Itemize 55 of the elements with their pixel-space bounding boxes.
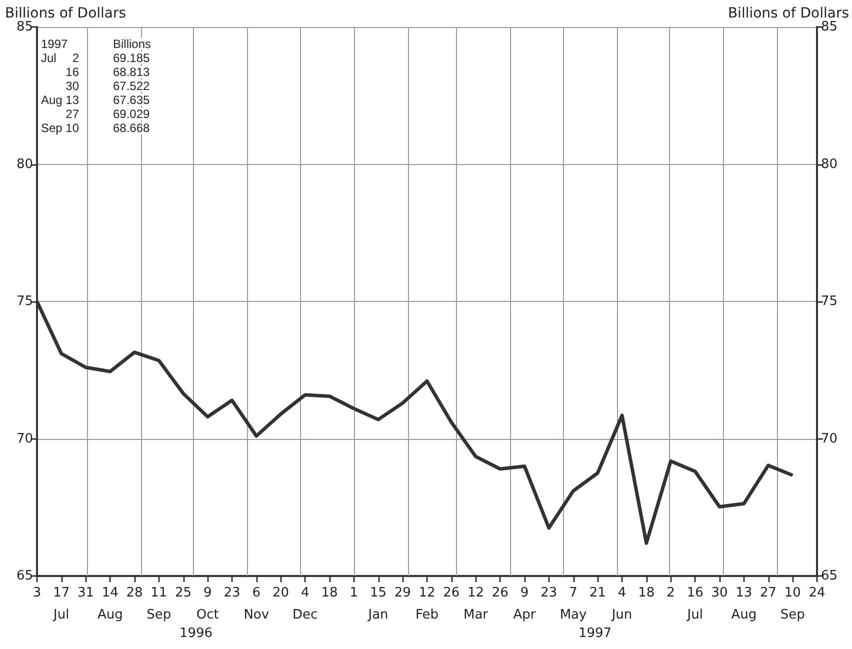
y2-tick-label: 80	[821, 156, 838, 172]
x-tick-label: 18	[321, 586, 338, 600]
text: Sep 10 68.668	[41, 121, 150, 135]
y-tick-label: 75	[16, 294, 33, 309]
x-tick-label: 12 Mar	[463, 586, 489, 622]
y2-tick-label: 65	[821, 568, 838, 584]
y-tick-label: 80	[16, 156, 33, 172]
x-tick-label: 15 Jan	[367, 586, 388, 622]
x-tick-label: 21	[589, 586, 606, 600]
x-tick-label: 31	[77, 586, 94, 600]
text: 1996	[179, 626, 213, 641]
x-tick-label: 24	[808, 586, 826, 600]
x-tick-label: 25	[174, 586, 192, 600]
x-tick-label: 30	[711, 586, 728, 600]
x-tick-label: 6 Nov	[244, 586, 270, 622]
y-tick-label: 85	[16, 20, 33, 34]
text: Jul 2 69.185	[41, 51, 150, 65]
text: 16 68.813	[66, 65, 150, 79]
y2-tick-label: 70	[821, 431, 838, 446]
x-tick-label: 2	[666, 586, 675, 600]
y-axis-title: Billions of Dollars	[5, 6, 126, 22]
x-tick-label: 27	[760, 586, 777, 600]
x-tick-label: 16 Jul	[686, 586, 704, 622]
x-tick-label: 10 Sep	[780, 586, 805, 622]
x-tick-label: 4 Dec	[292, 586, 318, 622]
x-tick-label: 12 Feb	[415, 586, 439, 622]
y-tick-label: 70	[16, 431, 33, 446]
x-tick-label: 7 May	[560, 586, 587, 622]
x-tick-label: 18	[638, 586, 655, 600]
y2-tick-label: 85	[821, 20, 838, 34]
x-tick-label: 26	[443, 586, 460, 600]
x-tick-label: 14 Aug	[97, 586, 123, 622]
text: Billions	[113, 37, 152, 51]
x-tick-label: 4 Jun	[610, 586, 632, 622]
x-tick-label: 13 Aug	[731, 586, 757, 622]
x-tick-label: 3	[32, 586, 42, 600]
y-tick-label: 65	[16, 568, 33, 584]
x-tick-label: 23	[224, 586, 240, 600]
x-tick-label: 29	[394, 586, 411, 600]
x-tick-label: 26	[492, 586, 508, 600]
x-tick-label: 9 Oct	[196, 586, 219, 622]
y2-tick-label: 75	[821, 294, 838, 309]
x-tick-label: 28	[126, 586, 143, 600]
x-tick-label: 11 Sep	[146, 586, 172, 622]
x-tick-label: 23	[540, 586, 558, 600]
text: 1997	[578, 626, 612, 641]
y2-axis-title: Billions of Dollars	[728, 6, 849, 22]
text: 30 67.522	[66, 79, 150, 93]
x-tick-label: 20	[272, 586, 290, 600]
annotation: 1997	[41, 37, 68, 51]
x-tick-label: 1	[350, 586, 358, 600]
x-tick-label: 17 Jul	[52, 586, 70, 622]
text: Aug 13 67.635	[41, 93, 150, 107]
text: 27 69.029	[66, 107, 150, 121]
x-tick-label: 9 Apr	[513, 586, 536, 622]
